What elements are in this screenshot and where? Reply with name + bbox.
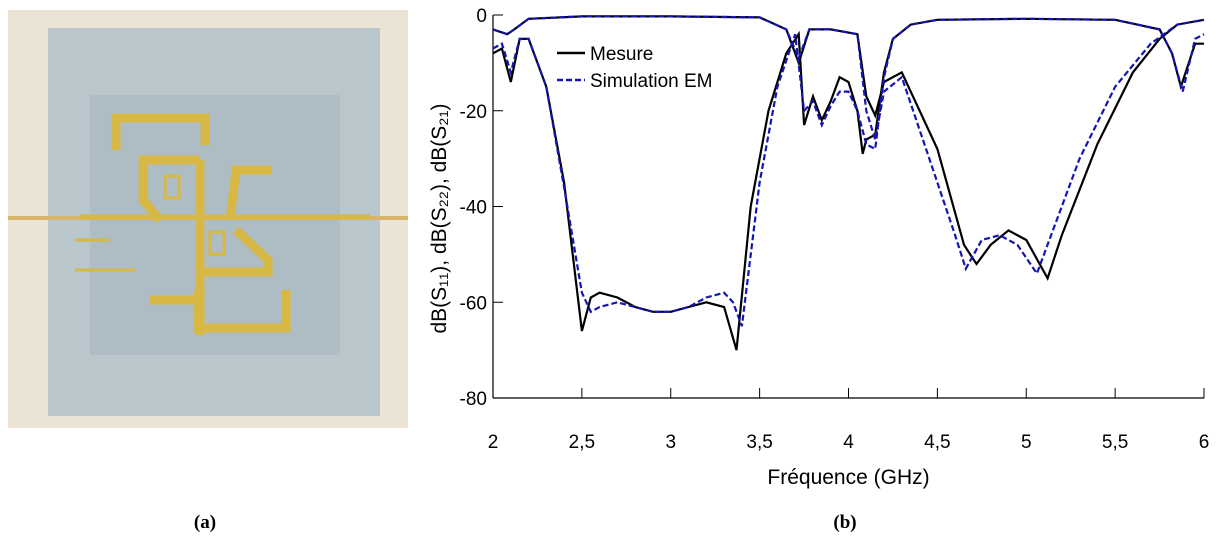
y-tick-label: -60: [460, 293, 487, 314]
photo: [8, 10, 408, 428]
x-tick-label: 6: [1199, 432, 1210, 453]
x-tick-label: 4: [843, 432, 854, 453]
x-tick-label: 5,5: [1102, 432, 1128, 453]
x-tick-label: 3,5: [746, 432, 772, 453]
caption: (b): [833, 512, 856, 533]
x-tick-label: 2,5: [569, 432, 595, 453]
x-tick-label: 4,5: [924, 432, 950, 453]
y-tick-label: -20: [460, 102, 487, 123]
y-tick-label: 0: [476, 6, 487, 27]
x-tick-label: 2: [488, 432, 499, 453]
y-axis-label: dB(S₁₁), dB(S₂₂), dB(S₂₁): [428, 103, 451, 333]
x-tick-label: 3: [665, 432, 676, 453]
caption: (a): [194, 512, 216, 533]
x-axis-label: Fréquence (GHz): [767, 466, 929, 489]
line: [492, 17, 1204, 351]
legend-label: Mesure: [590, 44, 653, 65]
legend-label: Simulation EM: [590, 71, 713, 92]
y-tick-label: -80: [460, 389, 487, 410]
y-tick-label: -40: [460, 198, 487, 219]
line: [492, 15, 1205, 276]
line: [492, 17, 1205, 327]
x-tick-label: 5: [1021, 432, 1032, 453]
